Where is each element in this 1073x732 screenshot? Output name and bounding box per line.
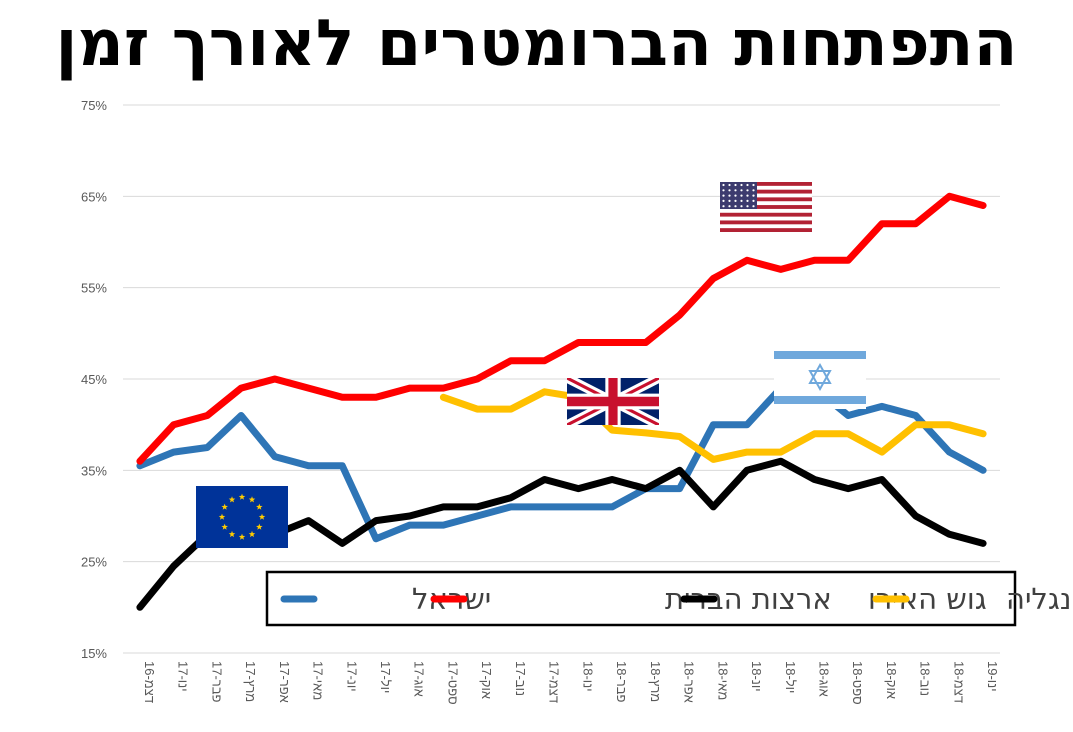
x-tick-label: מרץ-17 (243, 661, 258, 702)
series-line-0 (136, 384, 987, 543)
x-tick-label: מאי-18 (715, 661, 730, 700)
eu-flag-icon (196, 486, 288, 548)
series-line-2 (271, 457, 987, 547)
x-tick-label: ינו-17 (176, 661, 191, 692)
x-tick-label: נוב-18 (918, 661, 933, 696)
x-tick-label: פבר-17 (209, 661, 224, 703)
x-tick-label: דצמ-18 (951, 661, 966, 703)
y-tick-label: 75% (81, 98, 107, 113)
series-line-1 (136, 192, 987, 465)
y-axis-ticks: 15% 25% 35% 45% 55% 65% 75% (81, 98, 107, 661)
x-tick-label: אפר-18 (682, 661, 697, 703)
y-tick-label: 45% (81, 372, 107, 387)
chart-title: התפתחות הברומטרים לאורך זמן (55, 7, 1018, 81)
x-tick-label: יול-18 (783, 661, 798, 693)
x-tick-label: ינו-19 (985, 661, 1000, 692)
x-tick-label: אוג-18 (816, 661, 831, 697)
x-tick-label: ינו-18 (580, 661, 595, 692)
us-flag-icon (720, 182, 812, 232)
x-tick-label: אוג-17 (412, 661, 427, 697)
x-tick-label: אפר-17 (277, 661, 292, 703)
x-tick-label: יול-17 (378, 661, 393, 693)
x-tick-label: דצמ-16 (142, 661, 157, 703)
x-tick-label: נוב-17 (513, 661, 528, 696)
x-tick-label: מרץ-18 (648, 661, 663, 702)
uk-flag-icon (567, 378, 659, 425)
series-line-3 (439, 388, 987, 463)
legend-entry: אנגליה (1006, 582, 1073, 616)
x-tick-label: אוק-18 (884, 661, 899, 699)
x-tick-label: מאי-17 (311, 661, 326, 700)
x-tick-label: אוק-17 (479, 661, 494, 699)
x-tick-label: יונ-18 (749, 661, 764, 692)
y-tick-label: 55% (81, 281, 107, 296)
x-tick-label: ספט-18 (850, 661, 865, 705)
y-tick-label: 15% (81, 646, 107, 661)
x-tick-label: יונ-17 (344, 661, 359, 692)
x-axis-ticks: דצמ-16 ינו-17 פבר-17 מרץ-17 אפר-17 מאי-17 יונ-… (142, 661, 1000, 705)
israel-flag-icon (774, 345, 866, 409)
x-tick-label: ספט-17 (445, 661, 460, 705)
y-tick-label: 25% (81, 555, 107, 570)
y-tick-label: 35% (81, 463, 107, 478)
x-tick-label: דצמ-17 (547, 661, 562, 703)
y-tick-label: 65% (81, 189, 107, 204)
x-tick-label: פבר-18 (614, 661, 629, 703)
